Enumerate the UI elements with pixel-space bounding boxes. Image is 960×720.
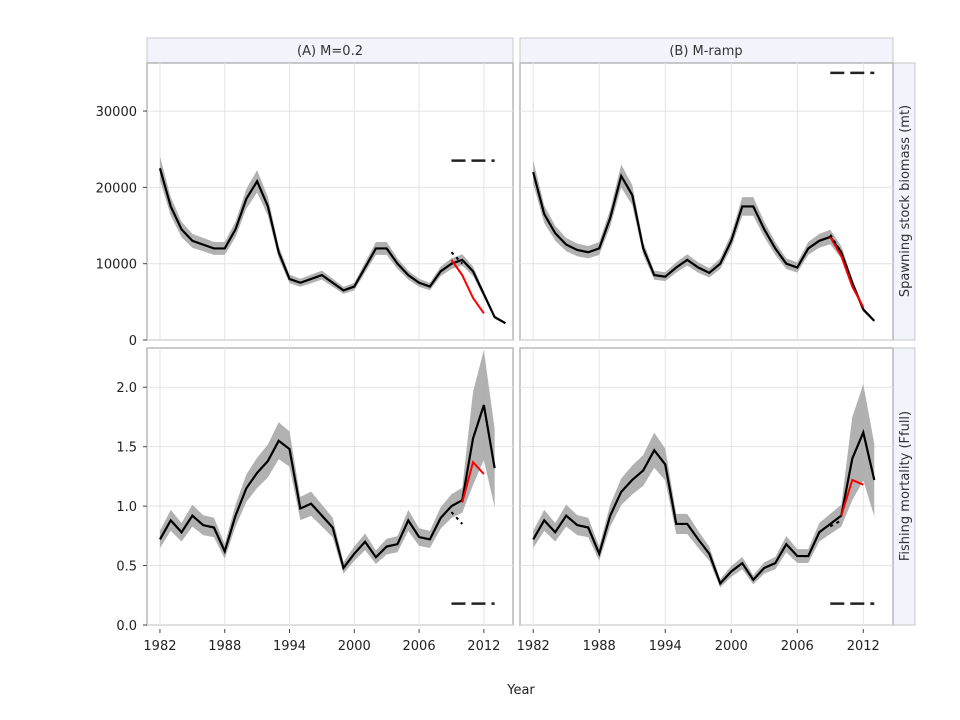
estimate-line xyxy=(532,171,876,322)
estimate-line xyxy=(158,404,496,571)
panel-frame xyxy=(519,62,894,341)
strip-label-col-1: (B) M-ramp xyxy=(669,44,742,59)
retro-line xyxy=(450,259,485,314)
y-tick-label: 1.0 xyxy=(116,500,137,515)
y-tick-label: 10000 xyxy=(96,258,137,273)
x-axis-label: Year xyxy=(506,683,535,698)
x-tick-label: 2006 xyxy=(781,639,814,654)
y-tick-label: 0 xyxy=(129,334,137,349)
y-tick-label: 0.0 xyxy=(116,619,137,634)
x-tick-label: 2012 xyxy=(467,639,500,654)
confidence-band xyxy=(159,350,495,574)
strip-row-0: Spawning stock biomass (mt) xyxy=(892,62,916,341)
panel-frame xyxy=(146,347,514,626)
strip-col-1: (B) M-ramp xyxy=(519,37,894,64)
x-tick-label: 1994 xyxy=(649,639,682,654)
x-tick-label: 1982 xyxy=(143,639,176,654)
y-tick-label: 2.0 xyxy=(116,381,137,396)
estimate-line xyxy=(158,168,506,325)
retro-dotted-line xyxy=(450,511,463,525)
x-tick-label: 1988 xyxy=(208,639,241,654)
x-tick-label: 2000 xyxy=(338,639,371,654)
panel-2: 0.0 0.5 1.0 1.5 2.0 1982 1988 1994 2000 2006 2012 xyxy=(116,347,514,654)
retro-dotted-line xyxy=(829,519,842,528)
panel-frame xyxy=(519,347,894,626)
strip-row-1: Fishing mortality (Ffull) xyxy=(892,347,916,626)
estimate-line xyxy=(532,428,876,586)
x-tick-label: 2006 xyxy=(403,639,436,654)
x-tick-label: 1982 xyxy=(517,639,550,654)
panel-1 xyxy=(519,62,894,341)
strip-label-row-0: Spawning stock biomass (mt) xyxy=(898,105,913,297)
x-tick-label: 1988 xyxy=(583,639,616,654)
panel-0: 0 10000 20000 30000 xyxy=(96,62,514,349)
y-tick-label: 20000 xyxy=(96,181,137,196)
retro-line xyxy=(829,236,865,308)
retro-dotted-line xyxy=(450,251,463,265)
strip-col-0: (A) M=0.2 xyxy=(146,37,514,64)
panel-3: 1982 1988 1994 2000 2006 2012 xyxy=(517,347,894,654)
y-tick-label: 1.5 xyxy=(116,441,137,456)
x-tick-label: 1994 xyxy=(273,639,306,654)
y-tick-label: 30000 xyxy=(96,105,137,120)
strip-label-row-1: Fishing mortality (Ffull) xyxy=(898,411,913,561)
panel-frame xyxy=(146,62,514,341)
y-tick-label: 0.5 xyxy=(116,560,137,575)
x-tick-label: 2012 xyxy=(847,639,880,654)
retro-line xyxy=(840,478,864,516)
retro-line xyxy=(461,460,485,503)
x-tick-label: 2000 xyxy=(715,639,748,654)
strip-label-col-0: (A) M=0.2 xyxy=(297,44,363,59)
